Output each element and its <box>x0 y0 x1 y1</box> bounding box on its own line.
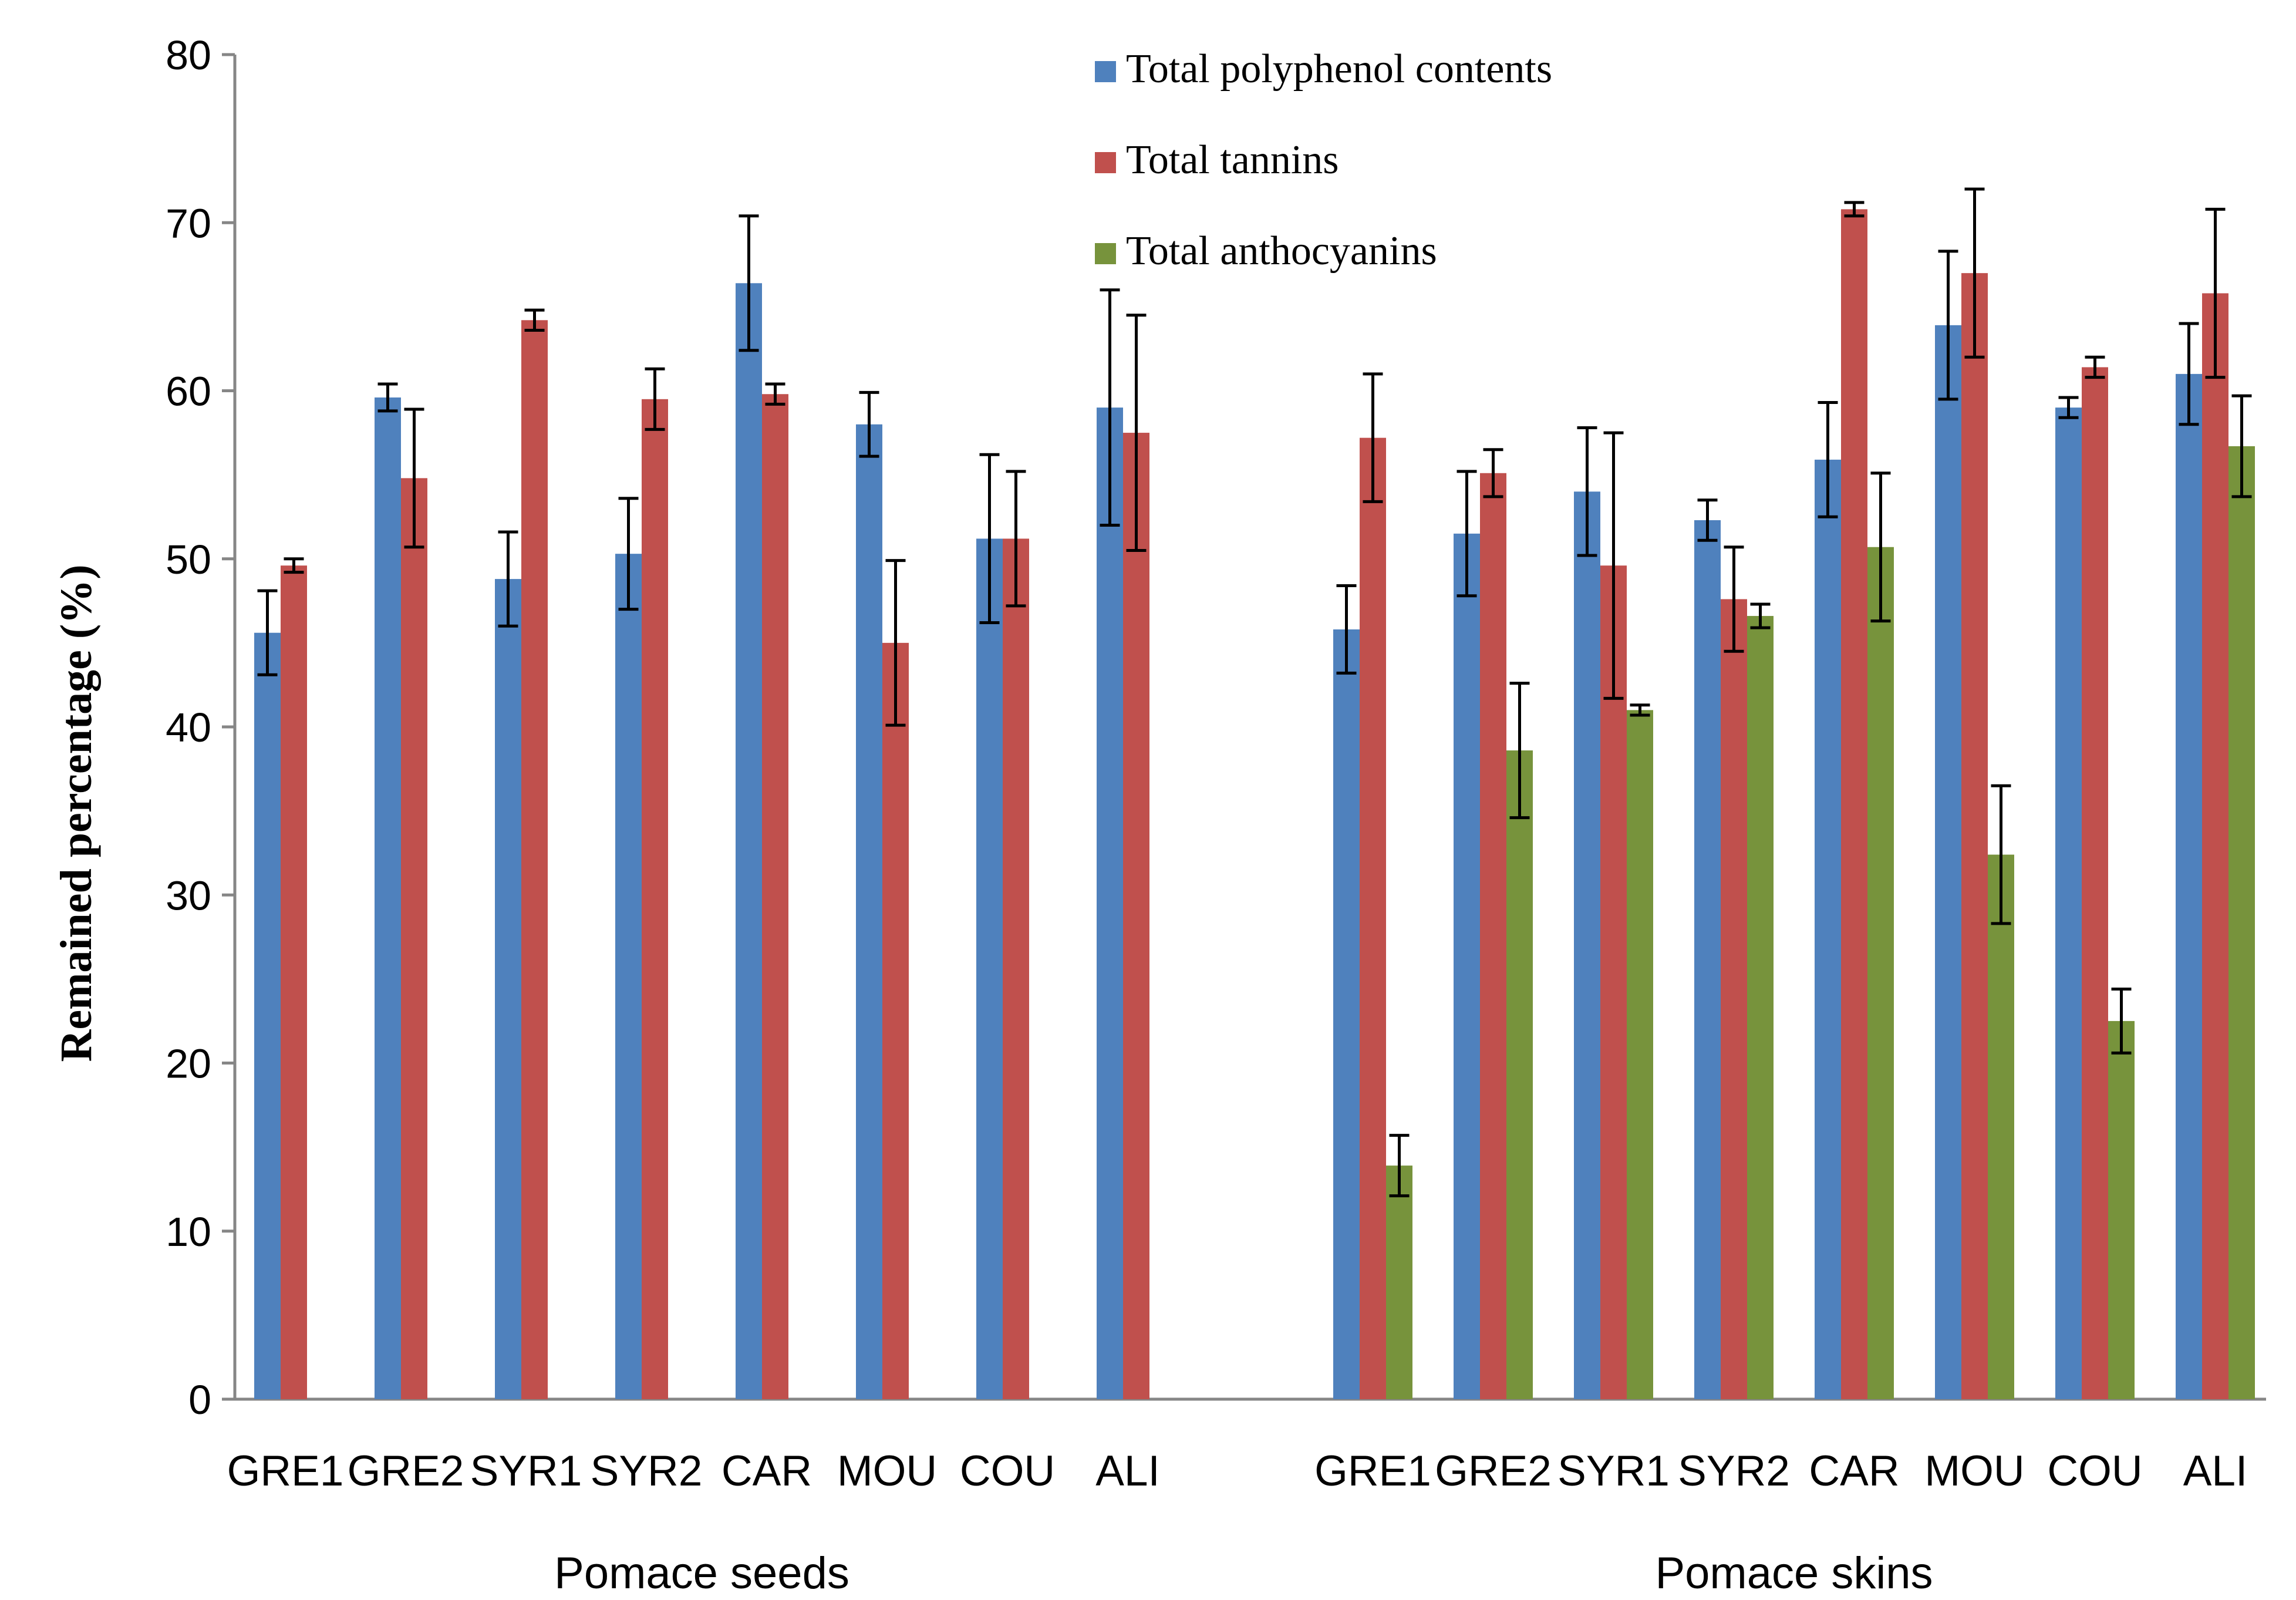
category-label: GRE2 <box>348 1447 464 1495</box>
legend-label-polyphenol: Total polyphenol contents <box>1126 46 1552 92</box>
category-label: ALI <box>1095 1447 1160 1495</box>
bar-polyphenol-syr2-skins <box>1694 520 1721 1399</box>
category-label: ALI <box>2183 1447 2248 1495</box>
bar-tannins-gre1-seeds <box>281 565 307 1400</box>
bar-tannins-syr1-skins <box>1600 565 1627 1400</box>
y-tick-label: 0 <box>188 1377 211 1423</box>
bar-anthocyanins-mou-skins <box>1988 854 2014 1399</box>
bar-polyphenol-gre2-skins <box>1454 533 1480 1399</box>
group-labels: Pomace seeds Pomace skins <box>554 1548 1933 1598</box>
bar-tannins-ali-skins <box>2202 293 2228 1400</box>
bar-tannins-gre2-skins <box>1480 473 1506 1400</box>
group-label: Pomace seeds <box>554 1548 849 1598</box>
bar-tannins-mou-seeds <box>882 642 909 1399</box>
legend-label-anthocyanins: Total anthocyanins <box>1126 228 1437 274</box>
bar-polyphenol-syr1-seeds <box>495 579 521 1399</box>
bar-tannins-syr1-seeds <box>521 320 548 1399</box>
bar-anthocyanins-ali-skins <box>2228 446 2255 1399</box>
bars-layer <box>254 209 2255 1400</box>
category-label: GRE1 <box>227 1447 344 1495</box>
bar-polyphenol-ali-skins <box>2176 373 2202 1399</box>
error-bars-layer <box>257 187 2252 1198</box>
bar-tannins-syr2-skins <box>1721 599 1747 1400</box>
bar-polyphenol-syr2-seeds <box>615 554 642 1399</box>
category-label: CAR <box>1809 1447 1899 1495</box>
y-tick-label: 20 <box>166 1041 211 1087</box>
category-label: CAR <box>721 1447 812 1495</box>
category-label: SYR2 <box>1678 1447 1790 1495</box>
legend-swatch-anthocyanins <box>1095 243 1116 264</box>
bar-polyphenol-car-skins <box>1815 459 1841 1399</box>
bar-polyphenol-gre2-seeds <box>375 397 401 1400</box>
bar-tannins-cou-skins <box>2082 367 2108 1399</box>
bar-anthocyanins-gre2-skins <box>1506 750 1533 1399</box>
category-labels: GRE1 GRE2 SYR1 SYR2 CAR MOU COU ALI GRE1 GRE2 SYR1… <box>227 1447 2248 1495</box>
y-tick-label: 40 <box>166 705 211 750</box>
y-axis: 0 10 20 30 40 50 60 70 80 <box>166 32 237 1423</box>
legend-swatch-polyphenol <box>1095 61 1116 82</box>
bar-tannins-syr2-seeds <box>642 399 668 1399</box>
bar-polyphenol-mou-seeds <box>856 424 882 1399</box>
category-label: MOU <box>837 1447 937 1495</box>
bar-tannins-car-seeds <box>762 394 788 1399</box>
legend: Total polyphenol contents Total tannins To… <box>1095 46 1552 274</box>
y-tick-label: 30 <box>166 873 211 918</box>
category-label: GRE2 <box>1435 1447 1552 1495</box>
bar-anthocyanins-gre1-skins <box>1386 1166 1412 1399</box>
bar-anthocyanins-syr2-skins <box>1747 616 1774 1399</box>
bar-polyphenol-ali-seeds <box>1097 407 1123 1399</box>
y-tick-label: 80 <box>166 32 211 78</box>
category-label: COU <box>2047 1447 2142 1495</box>
bar-tannins-gre1-skins <box>1360 437 1386 1399</box>
y-tick-label: 70 <box>166 200 211 246</box>
category-label: MOU <box>1924 1447 2024 1495</box>
bar-polyphenol-cou-skins <box>2055 407 2082 1399</box>
bar-tannins-gre2-seeds <box>401 478 427 1399</box>
bar-tannins-car-skins <box>1841 209 1867 1400</box>
legend-swatch-tannins <box>1095 152 1116 173</box>
category-label: COU <box>960 1447 1055 1495</box>
y-tick-label: 10 <box>166 1209 211 1255</box>
bar-polyphenol-mou-skins <box>1935 325 1961 1399</box>
bar-tannins-ali-seeds <box>1123 433 1149 1399</box>
bar-polyphenol-car-seeds <box>736 283 762 1399</box>
category-label: SYR2 <box>591 1447 703 1495</box>
category-label: GRE1 <box>1314 1447 1431 1495</box>
bar-tannins-mou-skins <box>1961 273 1988 1399</box>
bar-tannins-cou-seeds <box>1003 538 1029 1399</box>
bar-anthocyanins-syr1-skins <box>1627 710 1653 1399</box>
bar-polyphenol-cou-seeds <box>976 538 1003 1399</box>
y-tick-label: 60 <box>166 369 211 415</box>
bar-anthocyanins-car-skins <box>1867 547 1894 1399</box>
y-tick-label: 50 <box>166 537 211 582</box>
category-label: SYR1 <box>1557 1447 1670 1495</box>
bar-polyphenol-syr1-skins <box>1574 491 1600 1399</box>
group-label: Pomace skins <box>1655 1548 1933 1598</box>
category-label: SYR1 <box>470 1447 582 1495</box>
bar-polyphenol-gre1-seeds <box>254 632 281 1399</box>
legend-label-tannins: Total tannins <box>1126 137 1339 183</box>
bar-polyphenol-gre1-skins <box>1333 629 1360 1399</box>
y-axis-title: Remained percentage (%) <box>52 564 101 1062</box>
bar-anthocyanins-cou-skins <box>2108 1020 2135 1399</box>
